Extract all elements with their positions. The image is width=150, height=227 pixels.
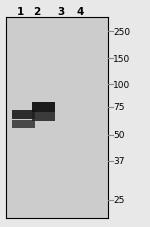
Bar xyxy=(12,121,34,128)
Text: 25: 25 xyxy=(113,195,125,205)
Text: 250: 250 xyxy=(113,28,130,37)
Text: 4: 4 xyxy=(77,7,84,17)
Bar xyxy=(32,113,56,121)
Text: 3: 3 xyxy=(57,7,65,17)
Bar xyxy=(32,102,56,112)
Text: 37: 37 xyxy=(113,156,125,165)
Text: 2: 2 xyxy=(33,7,40,17)
Text: 100: 100 xyxy=(113,81,130,90)
Text: 1: 1 xyxy=(17,7,24,17)
Text: 50: 50 xyxy=(113,131,125,140)
Bar xyxy=(12,110,34,120)
Text: 150: 150 xyxy=(113,55,130,64)
Text: 75: 75 xyxy=(113,103,125,111)
